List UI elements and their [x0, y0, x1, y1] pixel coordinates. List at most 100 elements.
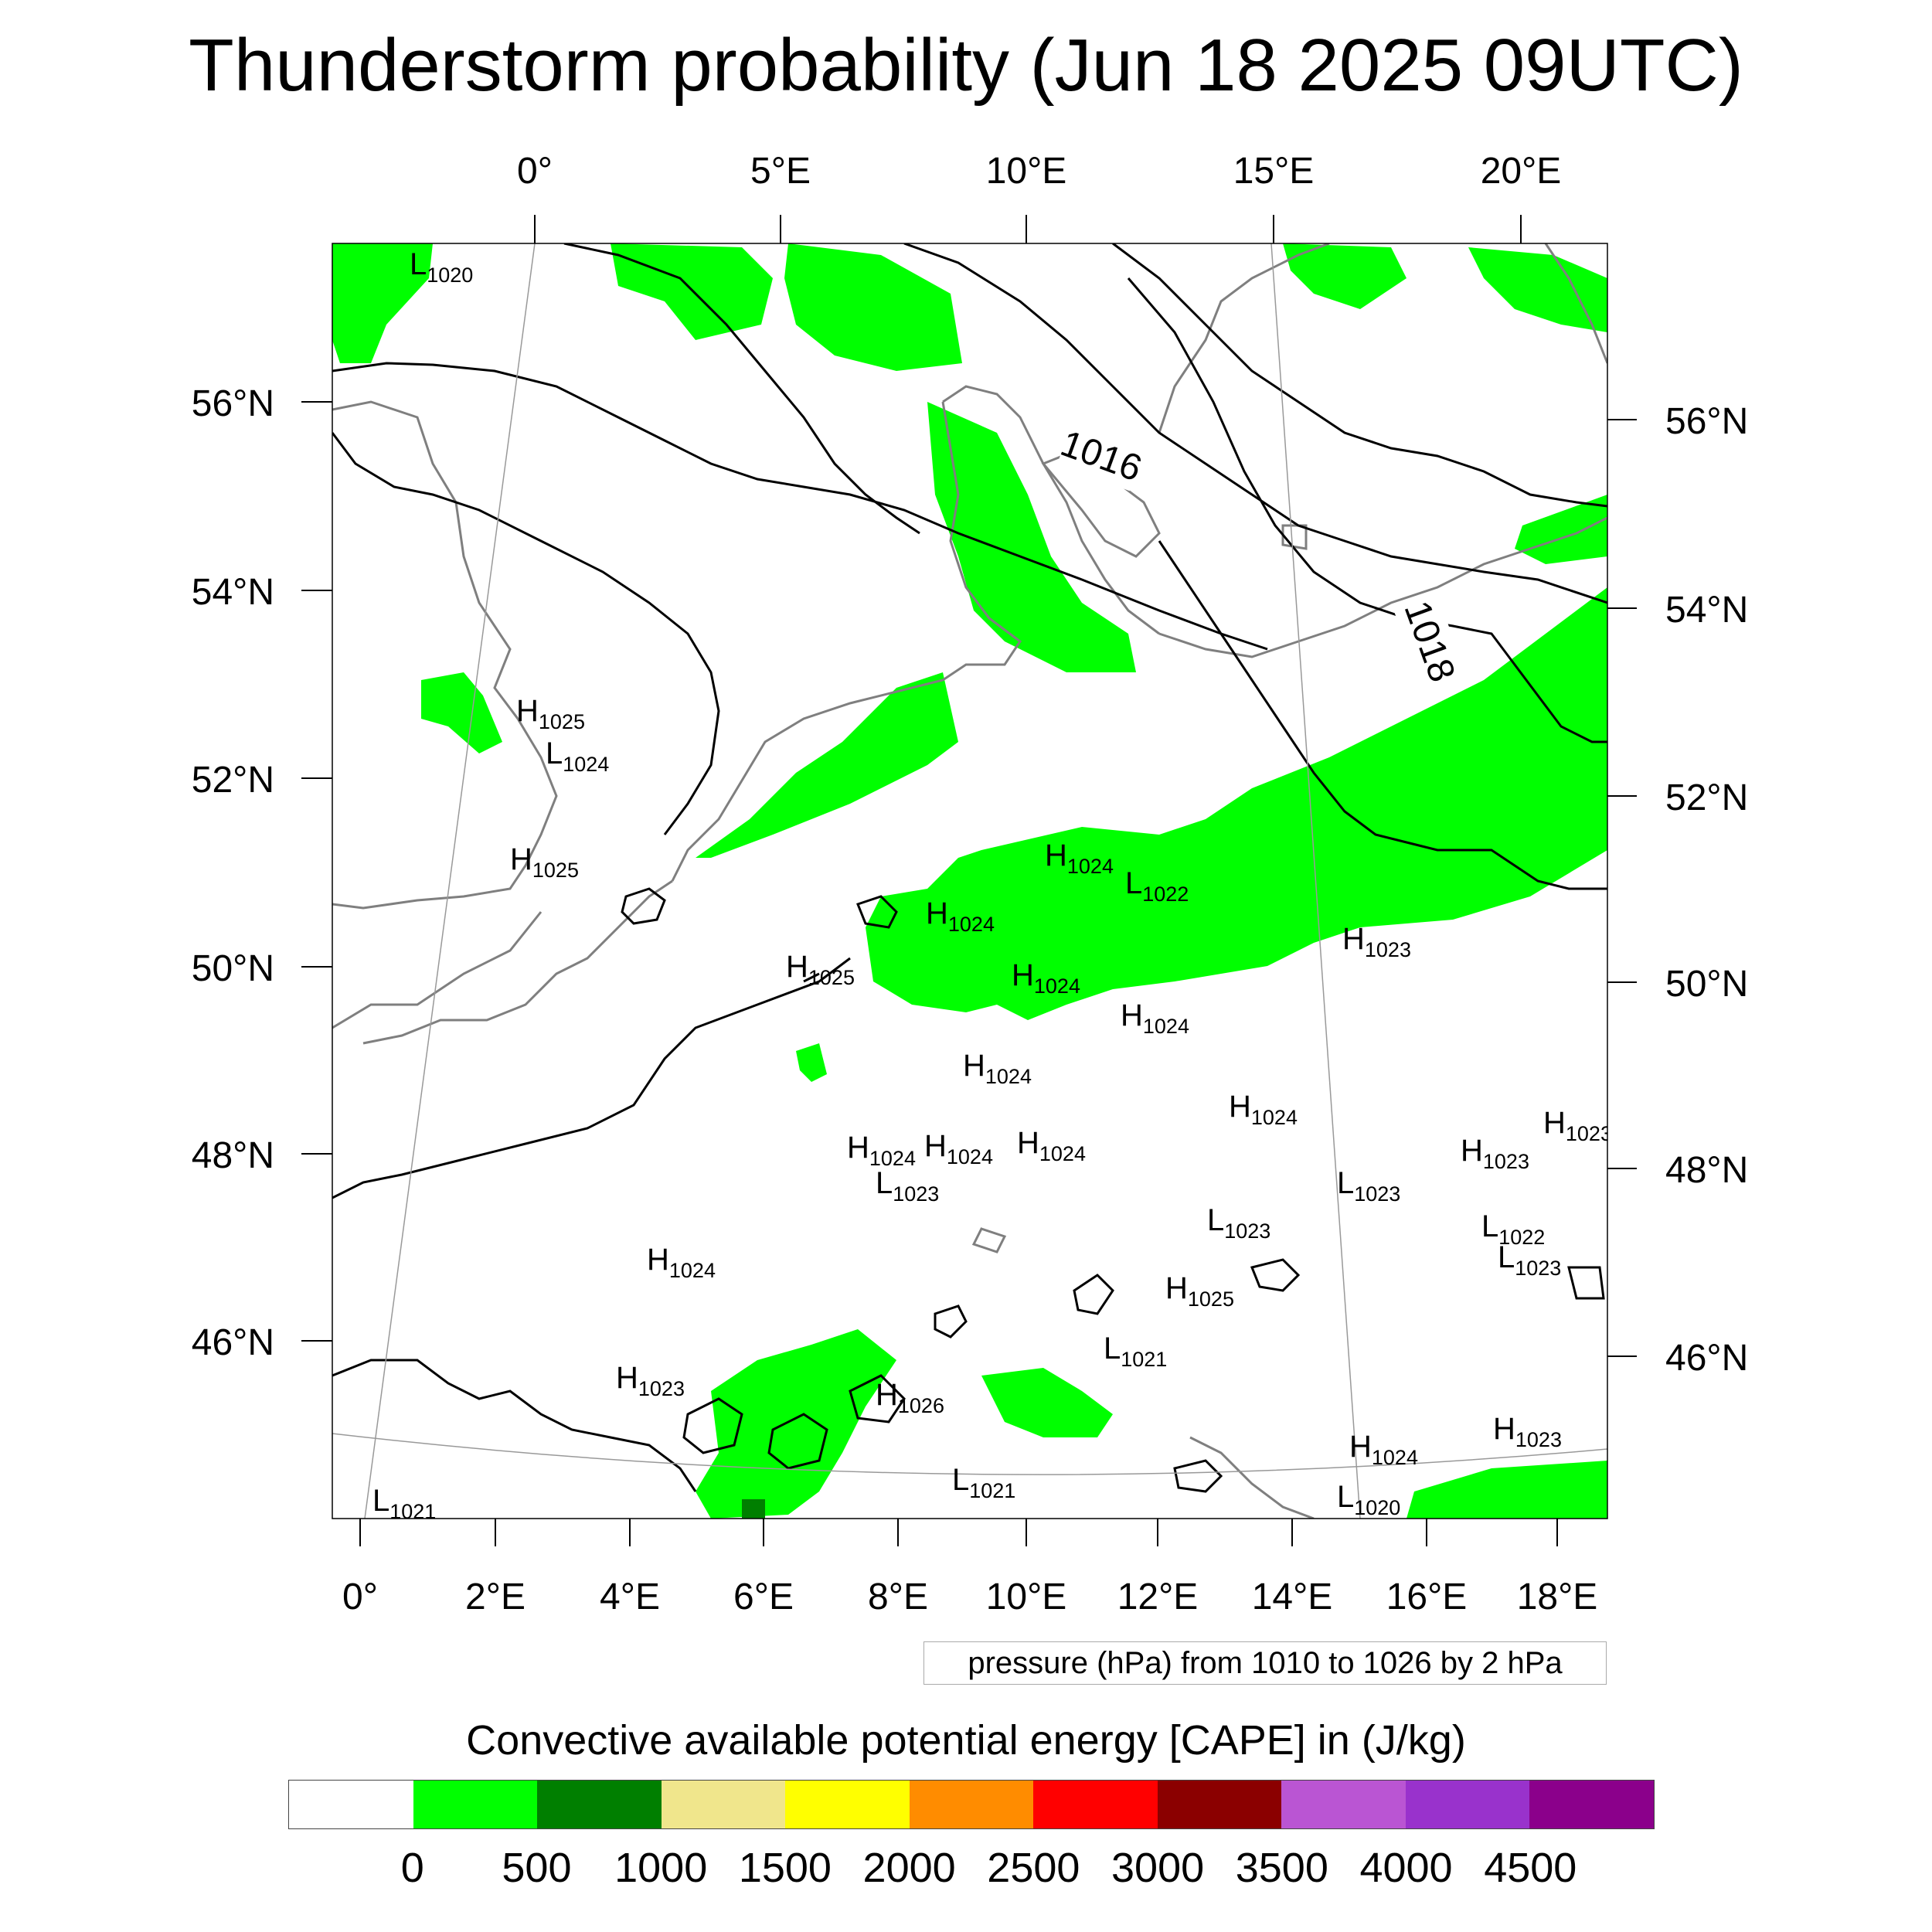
colorbar-label: 1000	[614, 1845, 708, 1891]
isobar-closed	[934, 1304, 968, 1338]
pressure-contour-note: pressure (hPa) from 1010 to 1026 by 2 hP…	[923, 1641, 1607, 1685]
pressure-center: H1024	[847, 1131, 916, 1170]
cape-area-poland-band	[866, 587, 1607, 1020]
pressure-center: H1023	[1342, 922, 1411, 961]
pressure-center: L1024	[546, 736, 609, 776]
lake-outline	[971, 1227, 1007, 1253]
colorbar-label: 3500	[1235, 1845, 1328, 1891]
isobar-label-bg	[1394, 597, 1465, 686]
pressure-centers: L1020 H1025 L1024 H1025 H1024 L1022 H102…	[372, 247, 1612, 1523]
axis-labels: 0° 5°E 10°E 15°E 20°E 0° 2°E 4°E 6°E 8°E…	[192, 151, 1749, 1617]
colorbar	[288, 1780, 1655, 1829]
pressure-center: H1024	[647, 1243, 716, 1282]
colorbar-label: 4000	[1359, 1845, 1453, 1891]
cape-area-belgium	[796, 1043, 827, 1082]
pressure-center: H1024	[1229, 1090, 1298, 1129]
pressure-center: L1023	[876, 1166, 939, 1206]
left-lat-label: 50°N	[192, 948, 274, 989]
isobar-closed	[1073, 1274, 1114, 1315]
isobar-closed	[767, 1413, 828, 1470]
right-lat-label: 48°N	[1665, 1150, 1748, 1191]
bottom-lon-label: 10°E	[986, 1577, 1067, 1617]
isobar	[1158, 540, 1607, 890]
isobar-closed	[856, 895, 898, 929]
coastline-great-britain	[332, 400, 558, 910]
bottom-lon-label: 16°E	[1386, 1577, 1468, 1617]
coastline-low-countries	[671, 401, 1022, 882]
bottom-lon-label: 4°E	[600, 1577, 660, 1617]
graticule	[332, 243, 1607, 1519]
bottom-lon-label: 0°	[342, 1577, 378, 1617]
pressure-center: L1021	[372, 1484, 436, 1523]
pressure-center: H1024	[1045, 838, 1114, 878]
left-lat-label: 48°N	[192, 1135, 274, 1176]
colorbar-swatch	[1157, 1781, 1282, 1828]
right-lat-label: 56°N	[1665, 401, 1748, 442]
top-lon-label: 0°	[517, 151, 553, 192]
isobar	[332, 432, 720, 835]
pressure-center: H1025	[1165, 1271, 1234, 1311]
pressure-center: L1020	[410, 247, 473, 287]
pressure-center: L1023	[1498, 1240, 1561, 1280]
pressure-center: H1026	[876, 1378, 944, 1417]
top-lon-label: 5°E	[750, 151, 811, 192]
colorbar-swatch	[537, 1781, 662, 1828]
cape-area-alps	[696, 1329, 896, 1519]
bottom-lon-label: 12°E	[1117, 1577, 1199, 1617]
top-lon-label: 10°E	[986, 151, 1067, 192]
colorbar-title: Convective available potential energy [C…	[466, 1717, 1466, 1764]
pressure-center: H1024	[1349, 1430, 1418, 1469]
isobar-closed	[621, 887, 666, 925]
pressure-center: H1024	[924, 1129, 993, 1168]
coastlines	[332, 243, 1607, 1519]
pressure-center: L1022	[1481, 1209, 1545, 1249]
pressure-center: H1025	[786, 950, 855, 989]
bottom-lon-label: 2°E	[465, 1577, 526, 1617]
colorbar-label: 3000	[1111, 1845, 1205, 1891]
pressure-center: L1021	[952, 1463, 1015, 1502]
isobar	[332, 362, 1268, 651]
left-lat-label: 56°N	[192, 383, 274, 424]
coastline-jutland	[942, 385, 1160, 635]
colorbar-swatch	[1405, 1781, 1530, 1828]
pressure-center: H1025	[516, 694, 585, 733]
cape-area-skagerrak	[784, 243, 962, 371]
colorbar-labels: 0 500 1000 1500 2000 2500 3000 3500 4000…	[0, 1843, 1932, 1897]
pressure-center: L1021	[1104, 1332, 1167, 1371]
pressure-center: L1020	[1337, 1480, 1400, 1519]
chart-title: Thunderstorm probability (Jun 18 2025 09…	[189, 24, 1743, 107]
cape-area-baltic-north	[1468, 247, 1607, 332]
isobar-closed	[682, 1397, 743, 1454]
colorbar-label: 500	[502, 1845, 572, 1891]
cape-area-north-sea	[332, 243, 433, 363]
colorbar-swatch	[289, 1781, 413, 1828]
pressure-center: H1023	[1493, 1412, 1562, 1451]
isobar-closed	[1567, 1266, 1605, 1300]
bottom-lon-label: 14°E	[1252, 1577, 1333, 1617]
cape-shading	[332, 243, 1607, 1519]
colorbar-swatch	[1529, 1781, 1655, 1828]
coastline-baltic-south	[1158, 516, 1607, 658]
cape-area-uk	[421, 672, 502, 753]
cape-area-dark	[742, 1499, 765, 1519]
right-lat-label: 50°N	[1665, 964, 1748, 1005]
colorbar-label: 2500	[987, 1845, 1080, 1891]
coastline-baltic-gulf	[1544, 243, 1607, 364]
isobar	[332, 957, 851, 1199]
parallel-45n	[332, 1433, 1607, 1475]
pressure-center: L1023	[1337, 1166, 1400, 1206]
pressure-center: H1023	[1543, 1106, 1612, 1145]
isobar	[563, 243, 920, 535]
pressure-center: H1024	[926, 896, 995, 936]
right-lat-label: 52°N	[1665, 777, 1748, 818]
left-lat-label: 46°N	[192, 1322, 274, 1363]
tick-marks	[301, 215, 1637, 1546]
colorbar-swatch	[909, 1781, 1034, 1828]
isobar	[1112, 243, 1607, 508]
coastline-france	[362, 879, 673, 1045]
cape-area-balkans	[1406, 1461, 1607, 1519]
top-lon-label: 15°E	[1233, 151, 1315, 192]
colorbar-swatch	[661, 1781, 786, 1828]
colorbar-label: 0	[400, 1845, 424, 1891]
